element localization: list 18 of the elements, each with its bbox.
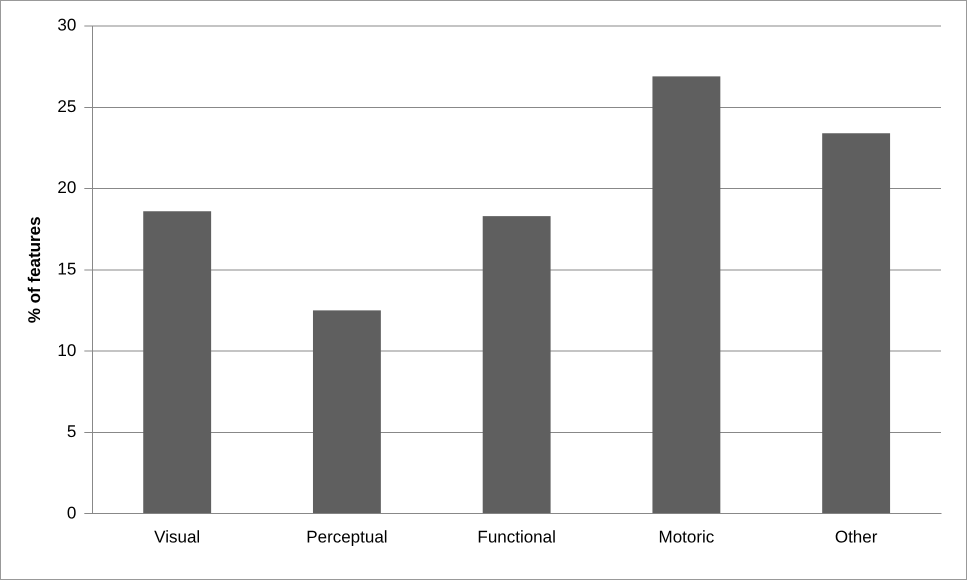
x-tick-label: Perceptual: [306, 527, 388, 546]
x-tick-label: Functional: [477, 527, 556, 546]
y-tick-label: 25: [57, 96, 76, 116]
bar: [482, 216, 551, 514]
y-tick-label: 10: [57, 340, 76, 360]
bar: [143, 211, 212, 514]
y-tick-label: 20: [57, 178, 76, 198]
y-tick-label: 5: [66, 422, 76, 442]
y-tick-label: 0: [66, 503, 76, 522]
y-tick-label: 15: [57, 259, 76, 278]
y-tick-label: 30: [57, 16, 76, 35]
bar: [312, 310, 381, 514]
bar: [652, 76, 720, 514]
y-axis-title: % of features: [24, 216, 44, 324]
x-tick-label: Other: [834, 527, 878, 546]
bar: [822, 133, 890, 514]
x-tick-label: Motoric: [658, 527, 715, 546]
x-tick-label: Visual: [154, 527, 200, 546]
